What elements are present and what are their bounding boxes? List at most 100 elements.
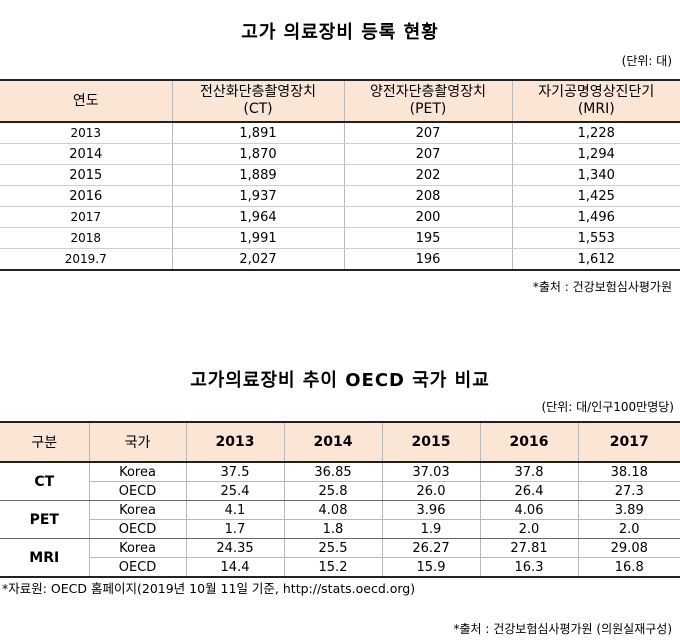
mri-cell: 1,425 [512,185,680,207]
ct-cell: 2,027 [172,248,345,271]
mri-cell: 1,228 [512,122,680,144]
value-cell: 1.9 [382,519,481,539]
table-row: 2018 1,991 195 1,553 [0,227,680,249]
table1-header-row: 연도 전산화단층촬영장치 (CT) 양전자단층촬영장치 (PET) 자기공명영상진단… [0,80,680,122]
pet-cell: 207 [344,143,513,165]
mri-cell: 1,294 [512,143,680,165]
value-cell: 27.81 [480,538,579,558]
mri-cell: 1,340 [512,164,680,186]
table2-unit: (단위: 대/인구100만명당) [541,400,675,414]
table-row: 2019.7 2,027 196 1,612 [0,248,680,271]
table-row: PET Korea 4.1 4.08 3.96 4.06 3.89 [0,500,680,539]
equipment-registration-table: 연도 전산화단층촬영장치 (CT) 양전자단층촬영장치 (PET) 자기공명영상진단… [0,79,680,271]
table2-source: *출처 : 건강보험심사평가원 (의원실재구성) [453,622,672,636]
value-cell: 3.89 [578,500,680,520]
table-row: 2013 1,891 207 1,228 [0,122,680,144]
table-row: MRI Korea 24.35 25.5 26.27 27.81 29.08 [0,538,680,578]
oecd-comparison-table: 구분 국가 2013 2014 2015 2016 2017 CT Korea … [0,421,680,578]
value-cell: 16.8 [578,557,680,578]
header-2016: 2016 [480,422,579,462]
ct-cell: 1,964 [172,206,345,228]
header-ct: 전산화단층촬영장치 (CT) [172,80,345,122]
value-cell: 2.0 [578,519,680,539]
country-cell: Korea [89,538,187,558]
table2-note: *자료원: OECD 홈페이지(2019년 10월 11일 기준, http:/… [2,581,416,596]
year-cell: 2014 [0,143,173,165]
group-label-pet: PET [0,500,90,539]
value-cell: 2.0 [480,519,579,539]
ct-cell: 1,889 [172,164,345,186]
table-row: 2017 1,964 200 1,496 [0,206,680,228]
header-country: 국가 [89,422,187,462]
table-row: OECD 1.7 1.8 1.9 2.0 2.0 [0,519,680,539]
header-mri: 자기공명영상진단기 (MRI) [512,80,680,122]
table1-source: *출처 : 건강보험심사평가원 [532,280,672,294]
table-row: 2014 1,870 207 1,294 [0,143,680,165]
header-pet: 양전자단층촬영장치 (PET) [344,80,513,122]
country-cell: Korea [89,462,187,482]
value-cell: 24.35 [186,538,285,558]
table2-title: 고가의료장비 추이 OECD 국가 비교 [190,370,490,391]
value-cell: 16.3 [480,557,579,578]
table-row: OECD 14.4 15.2 15.9 16.3 16.8 [0,557,680,578]
value-cell: 37.5 [186,462,285,482]
header-2014: 2014 [284,422,383,462]
country-cell: OECD [89,481,187,501]
pet-cell: 207 [344,122,513,144]
table-row: 2015 1,889 202 1,340 [0,164,680,186]
year-cell: 2018 [0,227,173,249]
table1-title: 고가 의료장비 등록 현황 [241,22,439,43]
table1-unit: (단위: 대) [621,54,672,68]
pet-cell: 196 [344,248,513,271]
header-2017: 2017 [578,422,680,462]
ct-cell: 1,991 [172,227,345,249]
group-label-ct: CT [0,462,90,501]
year-cell: 2015 [0,164,173,186]
value-cell: 26.27 [382,538,481,558]
value-cell: 4.06 [480,500,579,520]
country-cell: Korea [89,500,187,520]
group-label-mri: MRI [0,538,90,578]
mri-cell: 1,553 [512,227,680,249]
value-cell: 25.8 [284,481,383,501]
pet-cell: 208 [344,185,513,207]
value-cell: 25.4 [186,481,285,501]
year-cell: 2013 [0,122,173,144]
header-year: 연도 [0,80,173,122]
pet-cell: 200 [344,206,513,228]
value-cell: 26.0 [382,481,481,501]
ct-cell: 1,937 [172,185,345,207]
table-row: 2016 1,937 208 1,425 [0,185,680,207]
table-row: CT Korea 37.5 36.85 37.03 37.8 38.18 [0,462,680,501]
value-cell: 38.18 [578,462,680,482]
value-cell: 36.85 [284,462,383,482]
ct-cell: 1,891 [172,122,345,144]
year-cell: 2017 [0,206,173,228]
pet-cell: 202 [344,164,513,186]
ct-cell: 1,870 [172,143,345,165]
value-cell: 37.8 [480,462,579,482]
value-cell: 4.08 [284,500,383,520]
value-cell: 27.3 [578,481,680,501]
country-cell: OECD [89,519,187,539]
year-cell: 2016 [0,185,173,207]
value-cell: 4.1 [186,500,285,520]
value-cell: 15.9 [382,557,481,578]
mri-cell: 1,612 [512,248,680,271]
table2-header-row: 구분 국가 2013 2014 2015 2016 2017 [0,422,680,462]
pet-cell: 195 [344,227,513,249]
value-cell: 3.96 [382,500,481,520]
mri-cell: 1,496 [512,206,680,228]
value-cell: 1.7 [186,519,285,539]
value-cell: 25.5 [284,538,383,558]
value-cell: 1.8 [284,519,383,539]
value-cell: 14.4 [186,557,285,578]
value-cell: 37.03 [382,462,481,482]
year-cell: 2019.7 [0,248,173,271]
table-row: OECD 25.4 25.8 26.0 26.4 27.3 [0,481,680,501]
country-cell: OECD [89,557,187,578]
value-cell: 15.2 [284,557,383,578]
header-2015: 2015 [382,422,481,462]
value-cell: 26.4 [480,481,579,501]
value-cell: 29.08 [578,538,680,558]
